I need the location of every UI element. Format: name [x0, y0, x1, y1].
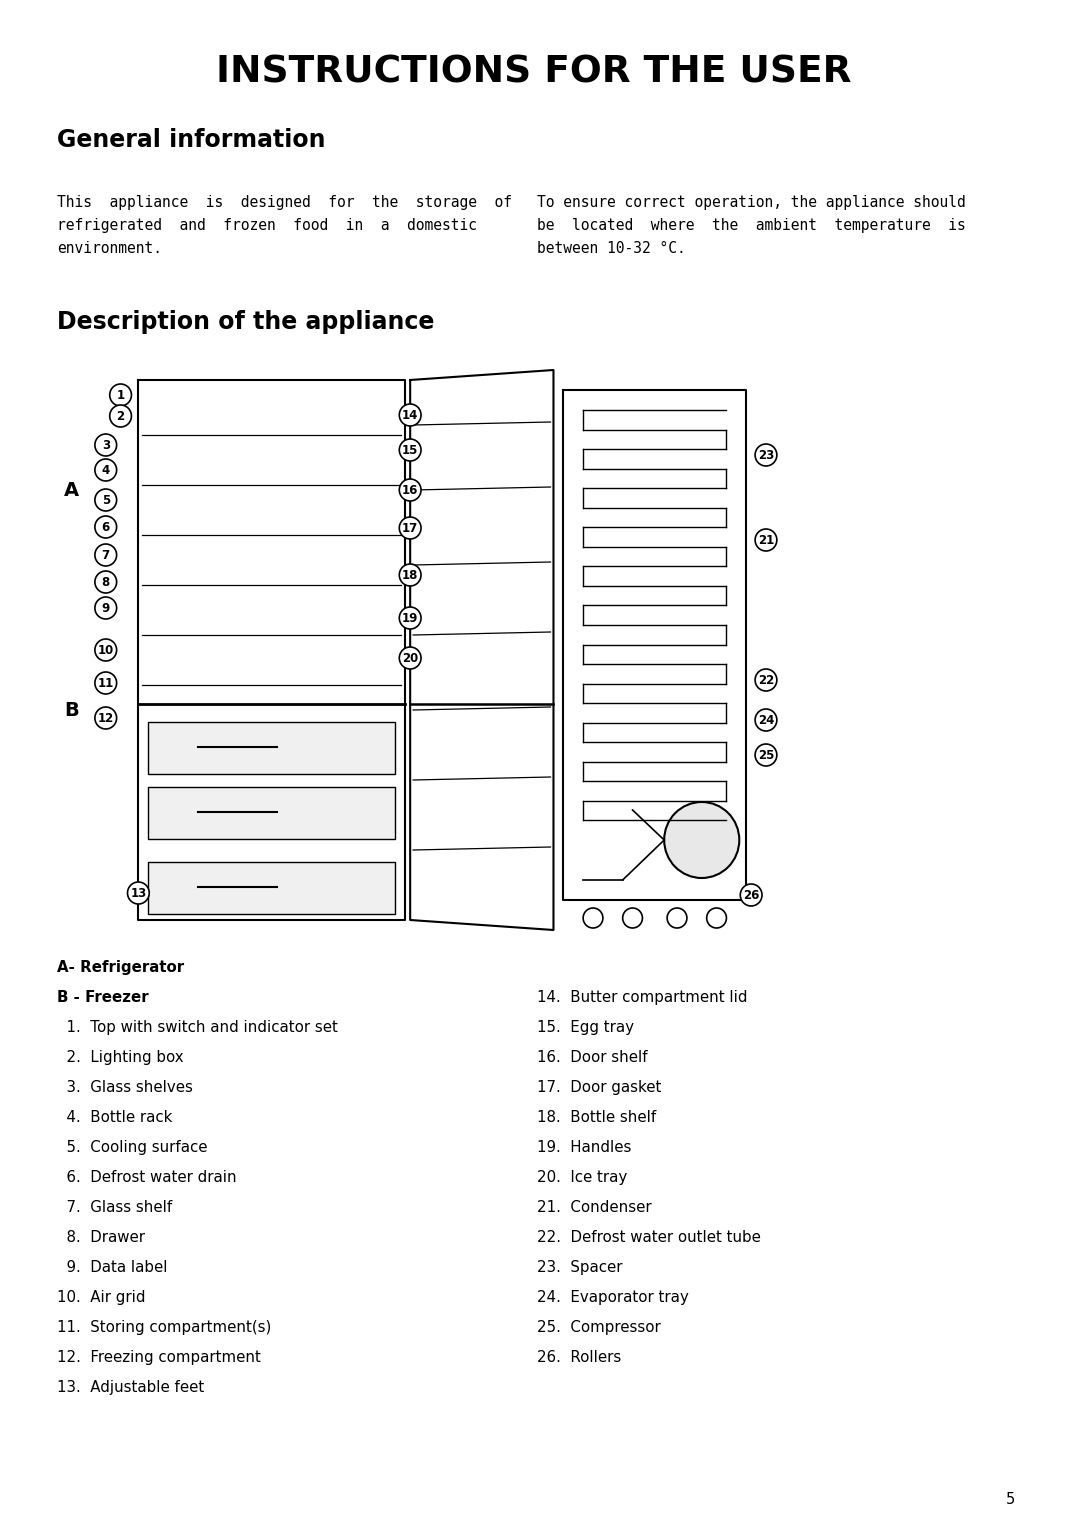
Text: 18: 18 — [402, 568, 418, 582]
Circle shape — [755, 709, 777, 730]
Text: 3: 3 — [102, 439, 110, 451]
Circle shape — [706, 908, 727, 927]
Circle shape — [110, 384, 132, 406]
Circle shape — [664, 802, 740, 879]
Text: 22.  Defrost water outlet tube: 22. Defrost water outlet tube — [537, 1230, 760, 1245]
Text: 15.  Egg tray: 15. Egg tray — [537, 1021, 634, 1034]
Circle shape — [667, 908, 687, 927]
Circle shape — [95, 489, 117, 510]
Text: 24: 24 — [758, 714, 774, 726]
Text: 16.  Door shelf: 16. Door shelf — [537, 1050, 647, 1065]
Text: 4.  Bottle rack: 4. Bottle rack — [57, 1109, 173, 1125]
Text: 4: 4 — [102, 463, 110, 477]
Text: B - Freezer: B - Freezer — [57, 990, 149, 1005]
Text: 13: 13 — [131, 886, 147, 900]
Text: 8.  Drawer: 8. Drawer — [57, 1230, 146, 1245]
Circle shape — [95, 597, 117, 619]
Text: 9: 9 — [102, 602, 110, 614]
Text: 5: 5 — [102, 494, 110, 506]
Circle shape — [623, 908, 643, 927]
Text: 26: 26 — [743, 888, 759, 902]
Circle shape — [400, 646, 421, 669]
Circle shape — [95, 707, 117, 729]
Circle shape — [95, 544, 117, 565]
Circle shape — [110, 405, 132, 426]
Text: Description of the appliance: Description of the appliance — [57, 310, 434, 335]
Circle shape — [95, 434, 117, 455]
Text: B: B — [64, 700, 79, 720]
Text: 6.  Defrost water drain: 6. Defrost water drain — [57, 1170, 237, 1186]
Text: 2.  Lighting box: 2. Lighting box — [57, 1050, 184, 1065]
Bar — [148, 787, 395, 839]
Text: 5.  Cooling surface: 5. Cooling surface — [57, 1140, 207, 1155]
Circle shape — [400, 478, 421, 501]
Text: 20: 20 — [402, 651, 418, 665]
Text: 7.  Glass shelf: 7. Glass shelf — [57, 1199, 173, 1215]
Text: 1: 1 — [117, 388, 124, 402]
Text: 14: 14 — [402, 408, 418, 422]
Text: 23: 23 — [758, 449, 774, 461]
Text: 10: 10 — [97, 643, 113, 657]
Bar — [148, 723, 395, 775]
Text: A: A — [64, 480, 79, 500]
Text: 18.  Bottle shelf: 18. Bottle shelf — [537, 1109, 656, 1125]
Circle shape — [755, 529, 777, 552]
Text: 17.  Door gasket: 17. Door gasket — [537, 1080, 661, 1096]
Circle shape — [95, 571, 117, 593]
Text: 5: 5 — [1005, 1493, 1015, 1508]
Text: 12: 12 — [97, 712, 113, 724]
Text: 19: 19 — [402, 611, 418, 625]
Circle shape — [400, 607, 421, 630]
Text: 10.  Air grid: 10. Air grid — [57, 1290, 146, 1305]
Text: 11.  Storing compartment(s): 11. Storing compartment(s) — [57, 1320, 272, 1335]
Text: To ensure correct operation, the appliance should
be  located  where  the  ambie: To ensure correct operation, the applian… — [537, 196, 966, 255]
Circle shape — [95, 516, 117, 538]
Text: 1.  Top with switch and indicator set: 1. Top with switch and indicator set — [57, 1021, 338, 1034]
Circle shape — [755, 445, 777, 466]
Text: 22: 22 — [758, 674, 774, 686]
Text: 6: 6 — [102, 521, 110, 533]
Text: 7: 7 — [102, 549, 110, 561]
Circle shape — [755, 669, 777, 691]
Text: 3.  Glass shelves: 3. Glass shelves — [57, 1080, 193, 1096]
Text: 25.  Compressor: 25. Compressor — [537, 1320, 661, 1335]
Circle shape — [400, 564, 421, 587]
Circle shape — [95, 639, 117, 662]
Text: 26.  Rollers: 26. Rollers — [537, 1351, 621, 1365]
Text: 13.  Adjustable feet: 13. Adjustable feet — [57, 1380, 204, 1395]
Text: 24.  Evaporator tray: 24. Evaporator tray — [537, 1290, 688, 1305]
Text: General information: General information — [57, 128, 326, 151]
Text: 20.  Ice tray: 20. Ice tray — [537, 1170, 626, 1186]
Text: 12.  Freezing compartment: 12. Freezing compartment — [57, 1351, 261, 1365]
Text: 14.  Butter compartment lid: 14. Butter compartment lid — [537, 990, 747, 1005]
Text: 16: 16 — [402, 483, 418, 497]
Circle shape — [127, 882, 149, 905]
Circle shape — [400, 516, 421, 539]
Text: 25: 25 — [758, 749, 774, 761]
Text: A- Refrigerator: A- Refrigerator — [57, 960, 185, 975]
Circle shape — [400, 439, 421, 461]
Circle shape — [583, 908, 603, 927]
Text: 9.  Data label: 9. Data label — [57, 1261, 167, 1274]
Text: This  appliance  is  designed  for  the  storage  of
refrigerated  and  frozen  : This appliance is designed for the stora… — [57, 196, 512, 255]
Circle shape — [755, 744, 777, 766]
Circle shape — [95, 672, 117, 694]
Bar — [148, 862, 395, 914]
Text: 8: 8 — [102, 576, 110, 588]
Text: 21: 21 — [758, 533, 774, 547]
Text: 19.  Handles: 19. Handles — [537, 1140, 631, 1155]
Text: 21.  Condenser: 21. Condenser — [537, 1199, 651, 1215]
Text: 11: 11 — [97, 677, 113, 689]
Text: 2: 2 — [117, 410, 124, 423]
Text: 15: 15 — [402, 443, 418, 457]
Circle shape — [95, 458, 117, 481]
Circle shape — [400, 403, 421, 426]
Text: 17: 17 — [402, 521, 418, 535]
Text: 23.  Spacer: 23. Spacer — [537, 1261, 622, 1274]
Text: INSTRUCTIONS FOR THE USER: INSTRUCTIONS FOR THE USER — [216, 53, 851, 90]
Circle shape — [740, 885, 762, 906]
